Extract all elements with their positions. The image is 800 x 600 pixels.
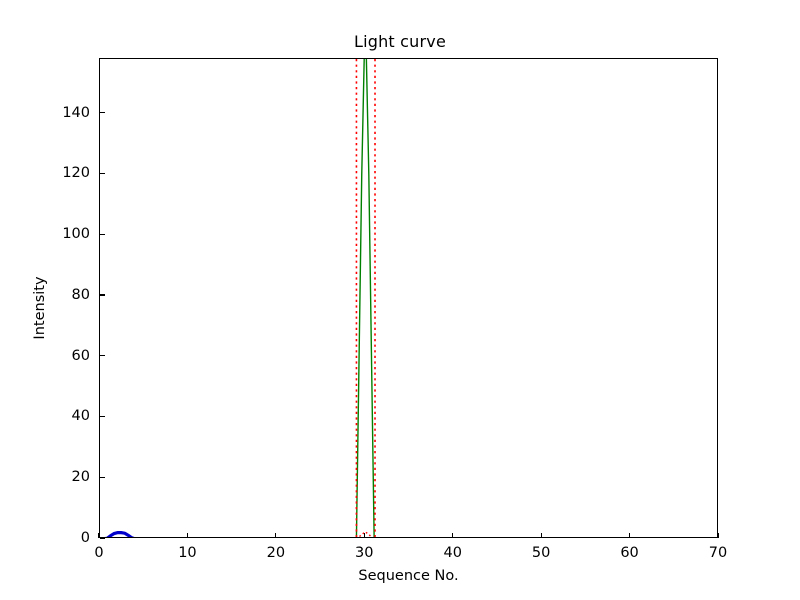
- x-tick-mark: [540, 533, 542, 538]
- y-tick-mark: [100, 355, 105, 357]
- y-tick-label: 140: [62, 104, 90, 121]
- x-tick-mark: [98, 533, 100, 538]
- chart-title: Light curve: [353, 32, 447, 51]
- series-blue-curve: [104, 531, 135, 537]
- plot-axes-frame: [99, 58, 718, 538]
- x-tick-label: 50: [531, 545, 551, 561]
- y-tick-mark: [100, 415, 105, 418]
- y-tick-mark: [100, 294, 105, 296]
- x-axis-label: Sequence No.: [358, 568, 459, 584]
- y-tick-label: 40: [71, 408, 90, 425]
- x-tick-mark: [363, 533, 365, 538]
- x-tick-label: 60: [620, 545, 639, 561]
- plot-canvas: [104, 59, 376, 537]
- x-tick-mark: [275, 533, 277, 538]
- y-tick-label: 100: [62, 226, 90, 243]
- x-tick-mark: [186, 533, 189, 538]
- x-tick-label: 10: [178, 545, 197, 561]
- y-tick-label: 0: [80, 530, 90, 546]
- plot-area: [100, 59, 717, 537]
- y-tick-mark: [100, 112, 105, 114]
- y-axis-label: Intensity: [32, 276, 48, 340]
- y-tick-mark: [100, 172, 105, 175]
- y-tick-mark: [100, 537, 105, 539]
- y-tick-label: 20: [71, 469, 90, 486]
- y-tick-label: 80: [71, 286, 90, 303]
- y-tick-mark: [100, 476, 105, 478]
- x-tick-label: 20: [266, 545, 286, 561]
- series-green-curve: [355, 59, 375, 537]
- y-tick-mark: [100, 233, 105, 235]
- x-tick-label: 30: [355, 545, 374, 561]
- y-tick-label: 60: [71, 347, 90, 364]
- series-red-dotted-curve: [357, 530, 373, 537]
- x-tick-mark: [452, 533, 454, 538]
- x-tick-mark: [717, 533, 719, 538]
- x-tick-label: 70: [708, 545, 728, 561]
- x-tick-mark: [628, 533, 631, 538]
- x-tick-label: 0: [94, 545, 104, 561]
- x-tick-label: 40: [443, 545, 462, 561]
- y-tick-label: 120: [62, 165, 90, 182]
